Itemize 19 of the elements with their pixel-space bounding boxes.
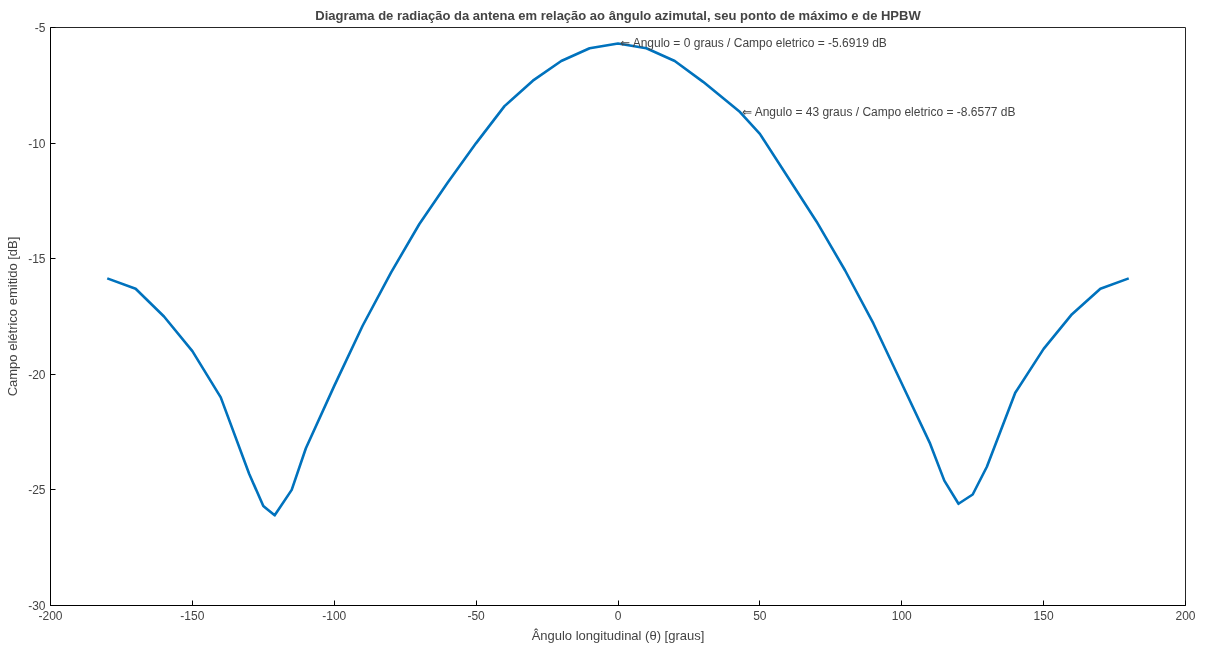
y-tick-label: -25 — [28, 483, 46, 498]
annotation: ⇐ Angulo = 43 graus / Campo eletrico = -8.6577 dB — [742, 105, 1016, 120]
x-tick-label: -100 — [322, 608, 347, 623]
annotation: ⇐ Angulo = 0 graus / Campo eletrico = -5.6919 dB — [620, 36, 887, 51]
x-tick-label: -150 — [180, 608, 205, 623]
x-tick-label: 200 — [1175, 608, 1196, 623]
y-tick-label: -10 — [28, 136, 46, 151]
chart-title: Diagrama de radiação da antena em relação ao ângulo azimutal, seu ponto de máximo e de HPBW — [315, 7, 922, 23]
y-tick-label: -15 — [28, 252, 46, 267]
x-tick-label: 50 — [753, 608, 767, 623]
x-axis-title: Ângulo longitudinal (θ) [graus] — [531, 627, 705, 643]
x-tick-label: 100 — [891, 608, 913, 623]
y-tick-label: -5 — [34, 21, 46, 35]
y-tick-label: -30 — [28, 599, 46, 613]
x-tick-label: -50 — [467, 608, 486, 623]
x-tick-label: 0 — [614, 608, 622, 623]
y-tick-label: -20 — [28, 367, 46, 382]
x-tick-label: 150 — [1033, 608, 1054, 623]
y-axis-title: Campo elétrico emitido [dB] — [5, 236, 21, 397]
